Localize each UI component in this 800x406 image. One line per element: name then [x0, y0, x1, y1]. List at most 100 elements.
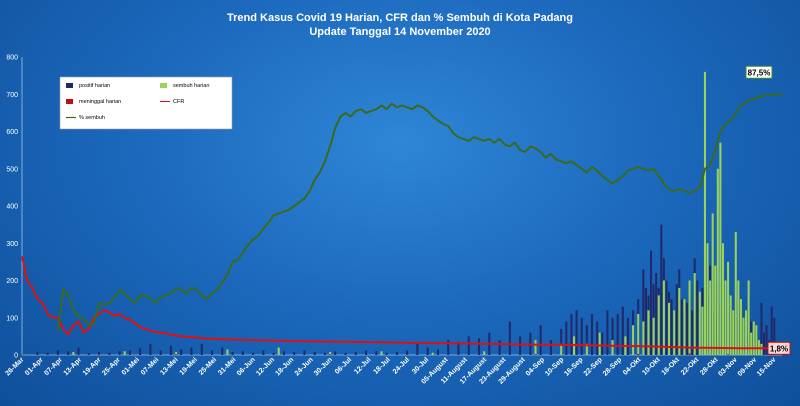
x-tick-label: 28-Sep [602, 356, 623, 377]
bar-sembuh-harian [175, 352, 178, 355]
x-tick-label: 06-Jul [334, 356, 353, 375]
bar-sembuh-harian [755, 325, 758, 355]
bar-sembuh-harian [750, 332, 753, 355]
x-tick-label: 03-Nov [717, 356, 739, 378]
x-tick-label: 13-Apr [63, 356, 84, 377]
x-tick-label: 16-Okt [661, 356, 682, 377]
bar-positif-harian [56, 350, 59, 355]
bar-sembuh-harian [742, 317, 745, 355]
end-label-sembuh: 87,5% [748, 68, 771, 77]
bar-positif-harian [655, 273, 658, 355]
bar-sembuh-harian [683, 299, 686, 355]
x-tick-label: 25-Mei [198, 356, 218, 376]
y-tick-label: 300 [6, 241, 18, 248]
x-tick-label: 04-Sep [525, 356, 546, 377]
chart-title: Trend Kasus Covid 19 Harian, CFR dan % S… [227, 12, 573, 24]
bar-sembuh-harian [560, 343, 563, 355]
bar-positif-harian [601, 332, 604, 355]
bar-positif-harian [221, 347, 224, 355]
bar-sembuh-harian [632, 325, 635, 355]
bar-sembuh-harian [737, 280, 740, 355]
bar-positif-harian [200, 343, 203, 355]
bar-positif-harian [691, 310, 694, 355]
bar-positif-harian [660, 224, 663, 355]
x-tick-label: 01-Mei [121, 356, 141, 376]
bar-positif-harian [282, 351, 285, 355]
bar-meninggal-harian [637, 353, 640, 355]
bar-positif-harian [416, 343, 419, 355]
bar-positif-harian [262, 350, 265, 355]
bar-positif-harian [344, 352, 347, 355]
bar-sembuh-harian [226, 349, 229, 355]
bar-positif-harian [508, 321, 511, 355]
bar-sembuh-harian [732, 310, 735, 355]
x-tick-label: 07-Apr [43, 356, 64, 377]
y-tick-label: 500 [6, 166, 18, 173]
bar-positif-harian [210, 350, 214, 355]
bar-positif-harian [498, 340, 501, 355]
x-tick-label: 22-Okt [680, 356, 701, 377]
bar-sembuh-harian [637, 314, 640, 355]
bar-sembuh-harian [721, 243, 724, 355]
bar-positif-harian [596, 321, 599, 355]
y-tick-label: 0 [14, 353, 18, 360]
bar-sembuh-harian [698, 291, 701, 355]
x-tick-label: 18-Jul [373, 356, 392, 375]
bar-positif-harian [406, 350, 409, 355]
bar-sembuh-harian [701, 306, 704, 355]
bar-sembuh-harian [585, 343, 588, 355]
y-tick-label: 100 [6, 315, 18, 322]
legend-label: sembuh harian [173, 83, 209, 89]
bar-positif-harian [560, 328, 563, 355]
bar-meninggal-harian [406, 354, 409, 355]
legend-label: % sembuh [79, 115, 105, 121]
bar-meninggal-harian [727, 354, 730, 355]
bar-positif-harian [760, 302, 763, 355]
x-tick-label: 22-Sep [583, 356, 604, 377]
bar-positif-harian [675, 284, 678, 355]
bar-positif-harian [303, 350, 306, 355]
bar-sembuh-harian [652, 317, 655, 355]
bar-sembuh-harian [20, 354, 24, 356]
bar-positif-harian [575, 310, 578, 355]
bar-positif-harian [696, 280, 699, 355]
bar-sembuh-harian [703, 71, 706, 356]
bar-positif-harian [118, 351, 121, 355]
bar-positif-harian [611, 317, 614, 355]
bar-positif-harian [539, 325, 542, 355]
bar-positif-harian [375, 351, 378, 355]
bar-positif-harian [765, 325, 768, 355]
x-tick-label: 15-Nov [756, 356, 778, 378]
end-label-box [767, 341, 791, 355]
bar-positif-harian [549, 340, 552, 355]
bar-positif-harian [293, 352, 296, 355]
bar-meninggal-harian [175, 354, 178, 355]
bar-meninggal-harian [534, 354, 537, 355]
y-tick-label: 200 [6, 278, 18, 285]
bar-positif-harian [323, 352, 326, 355]
bar-positif-harian [365, 350, 368, 355]
legend-label: meninggal harian [79, 99, 121, 105]
bar-positif-harian [685, 302, 689, 355]
bar-positif-harian [98, 352, 101, 355]
bar-sembuh-harian [739, 299, 742, 355]
bar-positif-harian [241, 351, 244, 355]
bar-positif-harian [108, 352, 111, 355]
bar-positif-harian [642, 269, 645, 355]
bar-sembuh-harian [688, 280, 691, 355]
legend-label: positif harian [79, 83, 110, 89]
bar-positif-harian [770, 306, 773, 355]
bar-sembuh-harian [431, 352, 434, 355]
x-tick-label: 24-Jun [294, 356, 315, 377]
chart-subtitle: Update Tanggal 14 November 2020 [309, 26, 491, 38]
legend-swatch-sembuh-harian [160, 83, 167, 88]
bar-sembuh-harian [716, 168, 719, 355]
bar-positif-harian [616, 314, 619, 355]
bar-positif-harian [644, 287, 647, 355]
bar-positif-harian [149, 343, 152, 355]
bar-positif-harian [385, 352, 388, 355]
bar-sembuh-harian [752, 321, 755, 355]
end-label-cfr: 1,8% [770, 344, 788, 353]
y-tick-label: 700 [6, 92, 18, 99]
